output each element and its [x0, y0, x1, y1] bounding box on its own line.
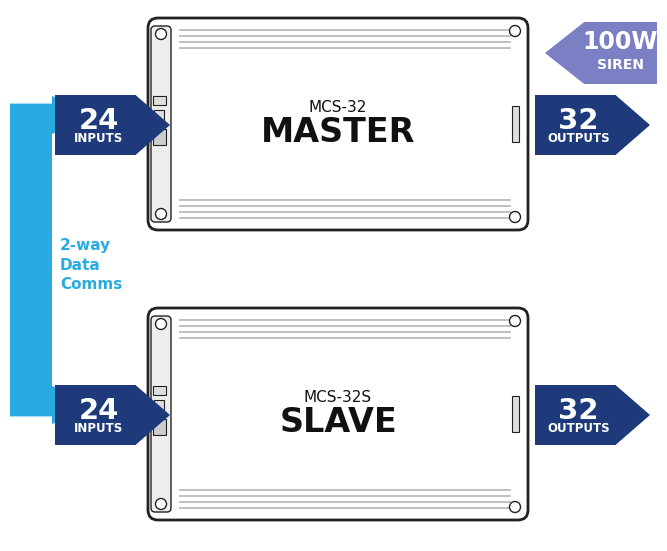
Text: MCS-32S: MCS-32S	[304, 391, 372, 406]
Text: MASTER: MASTER	[261, 116, 415, 149]
Text: OUTPUTS: OUTPUTS	[548, 422, 610, 435]
Text: INPUTS: INPUTS	[74, 422, 123, 435]
Bar	[512, 106, 519, 142]
Text: OUTPUTS: OUTPUTS	[548, 132, 610, 144]
Text: SIREN: SIREN	[596, 58, 644, 72]
Bar	[153, 96, 166, 105]
Circle shape	[155, 208, 167, 219]
Polygon shape	[535, 95, 650, 155]
Bar	[154, 110, 164, 120]
FancyBboxPatch shape	[148, 18, 528, 230]
Polygon shape	[55, 385, 170, 445]
Polygon shape	[55, 95, 170, 155]
Text: SLAVE: SLAVE	[279, 406, 397, 439]
FancyBboxPatch shape	[151, 26, 171, 222]
Circle shape	[155, 29, 167, 40]
FancyBboxPatch shape	[151, 316, 171, 512]
Circle shape	[155, 499, 167, 510]
Circle shape	[510, 501, 520, 512]
FancyBboxPatch shape	[148, 308, 528, 520]
Text: 32: 32	[558, 397, 599, 425]
Polygon shape	[545, 22, 657, 84]
Text: MCS-32: MCS-32	[309, 100, 368, 116]
Circle shape	[155, 318, 167, 329]
Polygon shape	[10, 96, 100, 424]
Circle shape	[510, 212, 520, 223]
Bar	[154, 400, 164, 410]
Bar	[512, 396, 519, 432]
Circle shape	[510, 25, 520, 36]
Text: 2-way
Data
Comms: 2-way Data Comms	[60, 237, 122, 292]
Text: INPUTS: INPUTS	[74, 132, 123, 144]
Bar	[153, 419, 166, 435]
Text: 24: 24	[79, 107, 119, 135]
Text: 24: 24	[79, 397, 119, 425]
Text: 100W: 100W	[582, 30, 658, 54]
Text: 32: 32	[558, 107, 599, 135]
Circle shape	[510, 316, 520, 327]
Bar	[153, 129, 166, 145]
Bar	[153, 386, 166, 395]
Polygon shape	[535, 385, 650, 445]
